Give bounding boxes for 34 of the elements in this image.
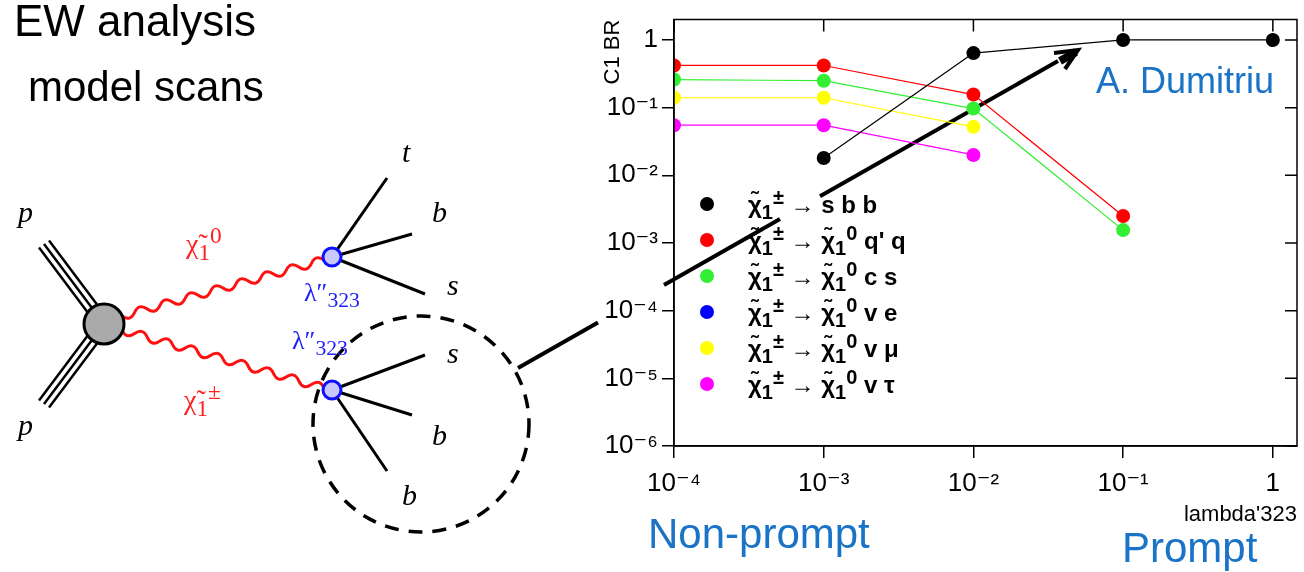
y-tick-label: 1: [643, 23, 658, 54]
y-tick-label: 10⁻³: [606, 226, 659, 257]
y-axis-title: C1 BR: [599, 19, 625, 85]
text: EW analysis: [14, 0, 257, 46]
legend-label: χ̃$_{1}$$^{±}$ → s b b: [748, 185, 878, 223]
x-tick-label: 10⁻³: [798, 466, 850, 497]
y-tick-label: 10⁻²: [606, 158, 659, 189]
legend-label: χ̃$_{1}$$^{±}$ → χ̃$_{1}$$^{0}$ v e: [748, 293, 898, 331]
text: λ″$_{323}$: [292, 326, 348, 362]
y-tick-label: 10⁻¹: [606, 90, 659, 121]
x-tick-label: 10⁻²: [947, 466, 1000, 497]
text: b: [432, 418, 447, 453]
text: Non-prompt: [648, 510, 870, 559]
text: p: [18, 408, 33, 443]
text: t: [402, 135, 411, 170]
text: model scans: [28, 62, 264, 112]
text: p: [18, 195, 33, 230]
legend-label: χ̃$_{1}$$^{±}$ → χ̃$_{1}$$^{0}$ c s: [748, 257, 898, 295]
y-tick-label: 10⁻⁴: [604, 293, 658, 324]
text: b: [432, 195, 447, 230]
text: λ″$_{323}$: [304, 278, 360, 314]
x-axis-title: lambda'323: [1183, 500, 1297, 526]
text: b: [402, 478, 417, 513]
text: s: [447, 268, 459, 303]
text: Prompt: [1122, 524, 1258, 572]
y-tick-label: 10⁻⁶: [604, 429, 658, 460]
annotation: A. Dumitriu: [1096, 60, 1275, 102]
y-tick-label: 10⁻⁵: [604, 361, 658, 392]
legend-label: χ̃$_{1}$$^{±}$ → χ̃$_{1}$$^{0}$ v τ: [748, 365, 895, 403]
legend-label: χ̃$_{1}$$^{±}$ → χ̃$_{1}$$^{0}$ v μ: [748, 329, 899, 367]
x-tick-label: 10⁻⁴: [647, 466, 701, 497]
text: s: [447, 336, 459, 371]
x-tick-label: 1: [1265, 466, 1281, 497]
x-tick-label: 10⁻¹: [1097, 466, 1150, 497]
